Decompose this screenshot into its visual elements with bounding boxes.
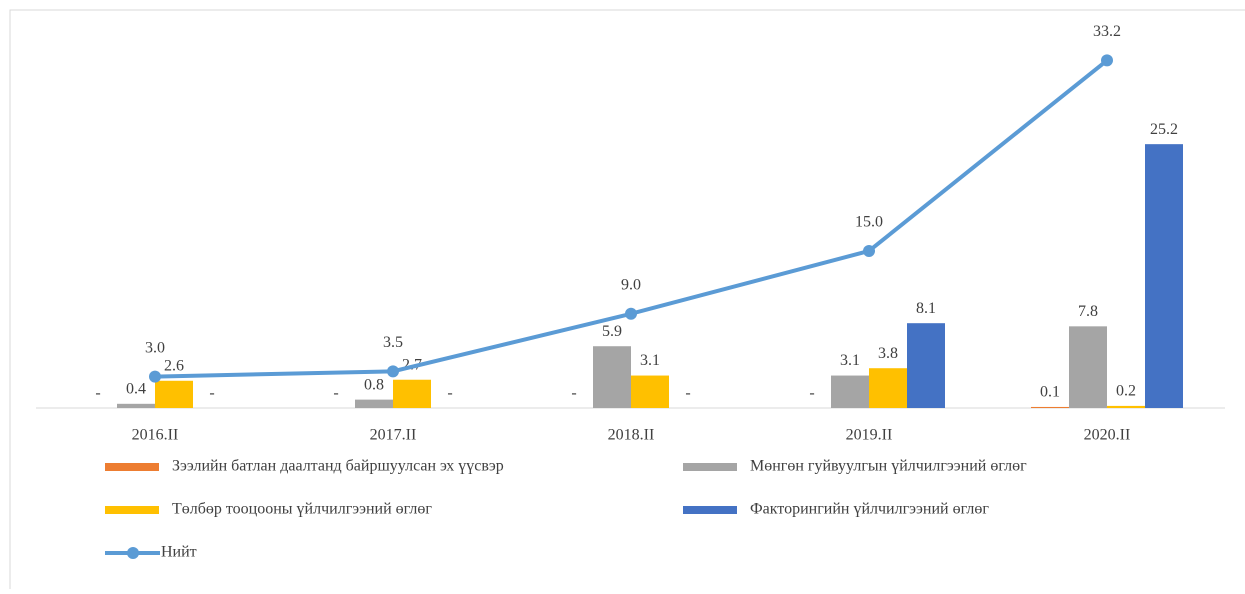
legend-swatch <box>683 506 737 514</box>
line-value-label: 3.5 <box>383 334 403 351</box>
legend-marker <box>127 547 139 559</box>
bar-value-label: 3.1 <box>840 352 860 369</box>
line-marker <box>1101 54 1113 67</box>
bar-value-label: 8.1 <box>916 300 936 317</box>
legend-label: Мөнгөн гуйвуулгын үйлчилгээний өглөг <box>750 458 1027 475</box>
bar-value-label: - <box>571 385 576 402</box>
bar-value-label: 3.8 <box>878 345 898 362</box>
bar-value-label: 7.8 <box>1078 303 1098 320</box>
bar <box>593 346 631 408</box>
line <box>154 58 1109 379</box>
bar <box>355 399 393 408</box>
legend-label: Төлбөр тооцооны үйлчилгээний өглөг <box>172 501 432 518</box>
legend-label: Факторингийн үйлчилгээний өглөг <box>750 501 989 518</box>
bar <box>907 323 945 408</box>
chart-border <box>9 9 1245 594</box>
x-tick-label: 2020.II <box>1084 427 1131 444</box>
bar-value-label: 25.2 <box>1150 121 1178 138</box>
bar-value-label: 2.6 <box>164 357 184 374</box>
bar-value-label: - <box>447 385 452 402</box>
bar-value-label: 0.8 <box>364 376 384 393</box>
bar-value-label: - <box>95 385 100 402</box>
line-marker <box>863 244 875 257</box>
x-tick-label: 2017.II <box>370 427 417 444</box>
legend-label: Зээлийн батлан даалтанд байршуулсан эх ү… <box>172 458 504 475</box>
bar <box>155 380 193 408</box>
line-marker <box>625 307 637 320</box>
bar-value-label: - <box>809 385 814 402</box>
bar-value-label: - <box>333 385 338 402</box>
line-marker <box>387 365 399 378</box>
legend-label: Нийт <box>161 544 197 561</box>
line-marker <box>149 370 161 383</box>
bar-value-label: - <box>209 385 214 402</box>
bar <box>1107 405 1145 408</box>
bar <box>1031 406 1069 408</box>
bar-value-label: - <box>685 385 690 402</box>
bar-value-label: 5.9 <box>602 323 622 340</box>
bar <box>631 375 669 408</box>
bar-value-label: 3.1 <box>640 352 660 369</box>
legend-swatch <box>683 463 737 471</box>
bar <box>393 379 431 408</box>
x-tick-label: 2016.II <box>132 427 179 444</box>
bar <box>117 403 155 408</box>
bar <box>831 375 869 408</box>
bar <box>869 368 907 408</box>
line-value-label: 9.0 <box>621 276 641 293</box>
bar <box>1069 326 1107 408</box>
line-value-label: 3.0 <box>145 339 165 356</box>
x-tick-label: 2019.II <box>846 427 893 444</box>
bar-value-label: 0.1 <box>1040 384 1060 401</box>
line-value-label: 15.0 <box>855 214 883 231</box>
legend-swatch <box>105 506 159 514</box>
bar <box>1145 144 1183 408</box>
x-tick-label: 2018.II <box>608 427 655 444</box>
bar-value-label: 0.2 <box>1116 383 1136 400</box>
bar-value-label: 0.4 <box>126 380 146 397</box>
line-value-label: 33.2 <box>1093 23 1121 40</box>
legend-swatch <box>105 463 159 471</box>
